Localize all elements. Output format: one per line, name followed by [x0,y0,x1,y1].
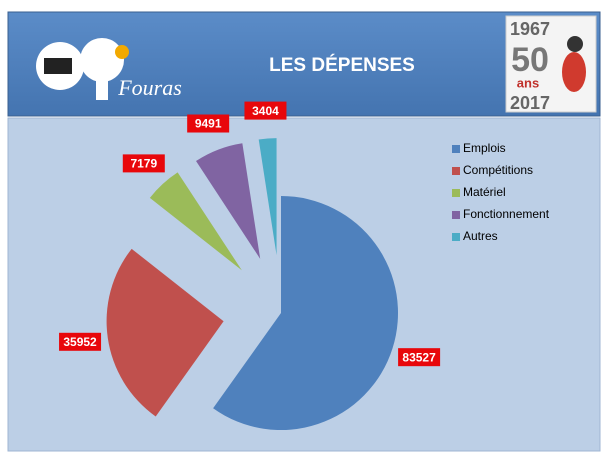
slide: Fouras LES DÉPENSES 1967 50 ans 2017 835… [0,0,608,461]
legend-swatch [452,189,460,197]
legend-swatch [452,167,460,175]
badge-number: 50 [511,41,549,79]
legend-label: Compétitions [463,163,533,177]
anniversary-badge: 1967 50 ans 2017 [506,16,596,113]
value-label: 3404 [252,104,279,118]
slide-title: LES DÉPENSES [269,54,415,76]
value-label: 7179 [130,157,157,171]
legend-swatch [452,145,460,153]
value-label: 83527 [402,350,436,364]
legend-swatch [452,211,460,219]
badge-word: ans [517,75,539,90]
legend-label: Autres [463,229,498,243]
logo-text: Fouras [117,75,182,100]
legend-label: Emplois [463,141,506,155]
value-label: 35952 [63,335,97,349]
legend-label: Fonctionnement [463,207,550,221]
legend-label: Matériel [463,185,506,199]
badge-year-end: 2017 [510,93,550,113]
value-label: 9491 [195,117,222,131]
badge-year-start: 1967 [510,19,550,39]
legend-swatch [452,233,460,241]
